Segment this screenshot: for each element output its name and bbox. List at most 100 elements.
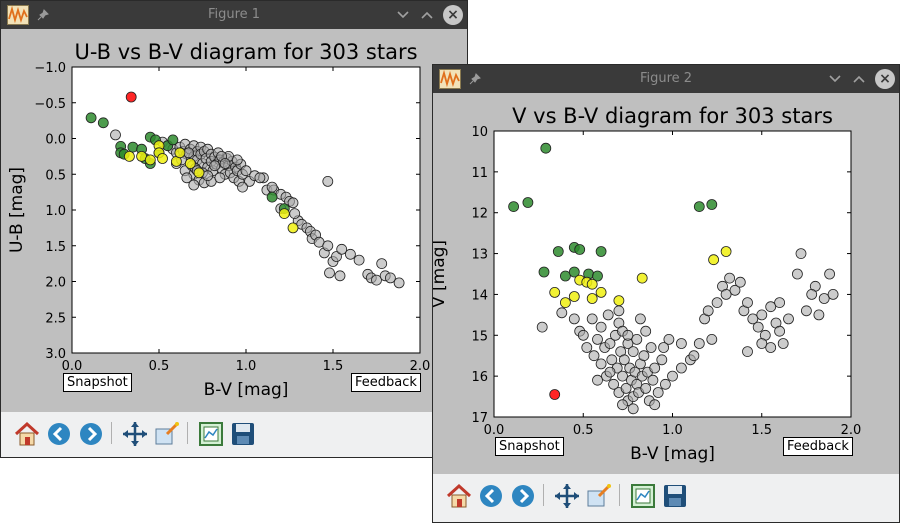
data-point (631, 333, 643, 345)
data-point (522, 197, 534, 208)
forward-icon[interactable] (77, 420, 105, 448)
data-point (353, 254, 365, 266)
minimize-icon[interactable] (397, 10, 409, 20)
forward-icon[interactable] (509, 482, 537, 510)
plot-frame (493, 130, 852, 418)
data-point (595, 321, 607, 333)
configure-subplots-icon[interactable] (197, 420, 225, 448)
figure-1-titlebar[interactable]: Figure 1 × (1, 1, 467, 29)
data-point (371, 274, 382, 286)
data-point (706, 199, 718, 210)
data-point (123, 151, 135, 162)
data-point (393, 277, 405, 289)
data-point (783, 313, 794, 325)
save-icon[interactable] (661, 482, 689, 510)
data-point (266, 191, 278, 203)
data-point (574, 244, 586, 255)
pin-icon[interactable] (469, 73, 481, 85)
snapshot-button[interactable]: Snapshot (495, 437, 564, 456)
y-tick-label: 13 (471, 248, 488, 263)
data-point (663, 333, 675, 345)
data-point (278, 208, 290, 220)
figure-2-window: Figure 2 × V vs B-V diagram for 303 star… (432, 64, 900, 523)
data-point (777, 338, 789, 349)
y-tick-label: 11 (471, 166, 488, 181)
data-point (568, 291, 580, 302)
data-point (622, 329, 634, 341)
home-icon[interactable] (445, 482, 473, 510)
y-tick-label: 14 (471, 288, 488, 303)
x-tick-label: 1.5 (323, 359, 344, 374)
y-tick-label: 16 (471, 370, 488, 385)
pan-icon[interactable] (121, 420, 149, 448)
data-point (620, 382, 632, 394)
data-point (538, 266, 550, 278)
x-tick-label: 0.0 (484, 423, 505, 438)
data-point (376, 258, 388, 270)
data-point (181, 172, 193, 184)
data-point (824, 268, 836, 280)
data-point (706, 333, 718, 345)
chart-title: V vs B-V diagram for 303 stars (512, 104, 833, 128)
pin-icon[interactable] (37, 9, 49, 21)
configure-subplots-icon[interactable] (629, 482, 657, 510)
data-point (334, 270, 346, 282)
close-button[interactable]: × (875, 69, 895, 89)
back-icon[interactable] (477, 482, 505, 510)
data-point (549, 286, 561, 298)
data-point (756, 309, 768, 321)
data-point (508, 201, 519, 212)
data-point (331, 251, 342, 262)
data-point (667, 370, 678, 382)
data-point (720, 246, 732, 257)
data-point (774, 297, 786, 309)
data-point (604, 366, 616, 378)
figure-2-titlebar[interactable]: Figure 2 × (433, 65, 899, 93)
data-point (795, 248, 807, 260)
data-point (693, 338, 705, 349)
data-point (322, 240, 334, 252)
home-icon[interactable] (13, 420, 41, 448)
data-point (627, 346, 639, 358)
zoom-icon[interactable] (153, 420, 181, 448)
data-point (649, 399, 661, 411)
close-icon: × (447, 7, 459, 23)
data-point (231, 154, 243, 166)
maximize-icon[interactable] (853, 74, 865, 84)
y-axis-label: U-B [mag] (7, 167, 27, 253)
data-point (742, 346, 753, 358)
data-point (636, 272, 648, 284)
feedback-button[interactable]: Feedback (783, 437, 853, 456)
data-point (675, 338, 687, 349)
snapshot-button[interactable]: Snapshot (63, 373, 132, 392)
minimize-icon[interactable] (829, 74, 841, 84)
data-point (188, 179, 200, 191)
close-button[interactable]: × (443, 5, 463, 25)
data-point (711, 297, 723, 309)
y-tick-label: 1.5 (45, 240, 66, 255)
pan-icon[interactable] (553, 482, 581, 510)
maximize-icon[interactable] (421, 10, 433, 20)
data-point (617, 399, 628, 411)
data-point (581, 342, 593, 353)
data-point (536, 321, 548, 333)
y-axis-label: V [mag] (433, 240, 449, 308)
zoom-icon[interactable] (585, 482, 613, 510)
data-point (568, 313, 580, 325)
data-point (287, 222, 299, 234)
data-point (742, 297, 753, 309)
data-point (606, 354, 618, 366)
back-icon[interactable] (45, 420, 73, 448)
data-point (656, 354, 668, 366)
data-point (752, 321, 764, 333)
data-point (613, 305, 625, 317)
data-point (729, 284, 741, 296)
feedback-button[interactable]: Feedback (351, 373, 421, 392)
save-icon[interactable] (229, 420, 257, 448)
data-point (336, 243, 348, 255)
data-point (384, 272, 396, 284)
data-point (174, 147, 186, 159)
data-point (97, 117, 109, 129)
y-tick-label: 12 (471, 207, 488, 222)
data-point (193, 167, 205, 179)
